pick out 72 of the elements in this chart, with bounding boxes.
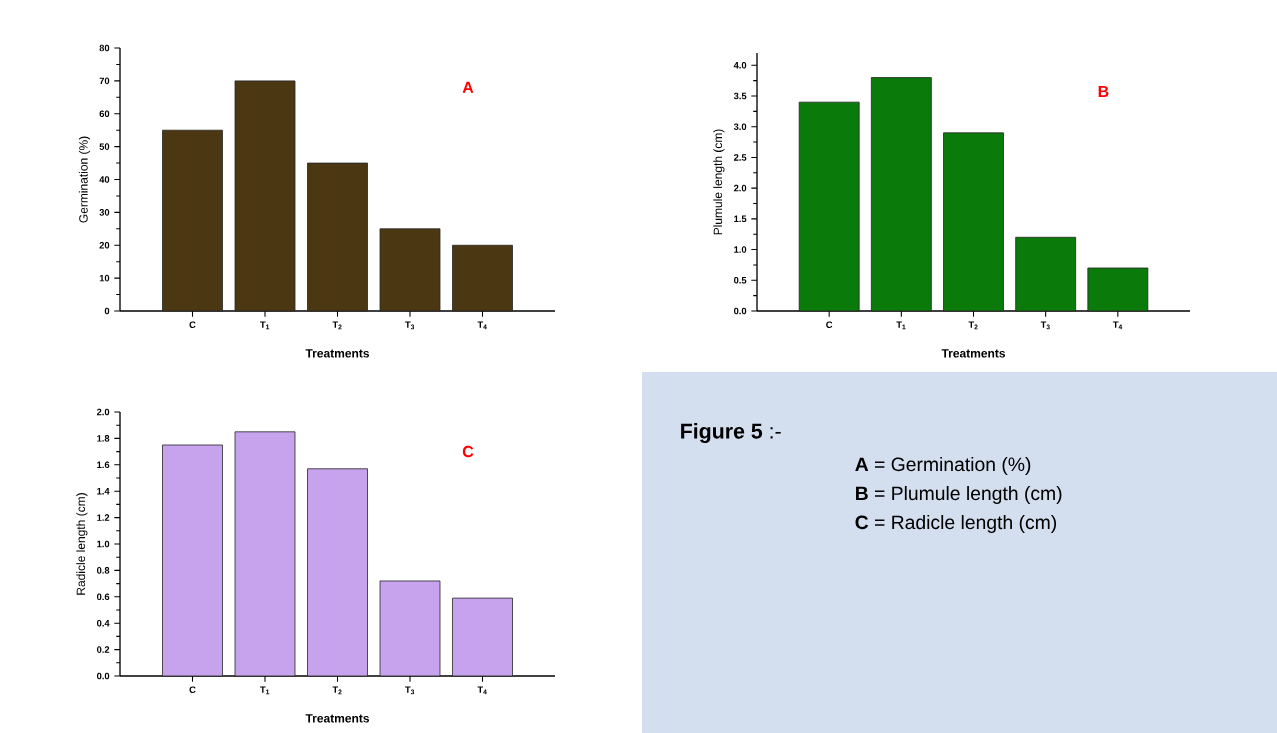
bar xyxy=(943,132,1004,312)
x-tick-label: T$_{1}$ xyxy=(260,686,270,695)
y-tick-label: 1.0 xyxy=(734,246,747,253)
y-tick-label: 4.0 xyxy=(733,61,747,69)
y-tick-label: 0.4 xyxy=(97,619,110,627)
x-tick-label: T$_{1}$ xyxy=(260,321,270,330)
y-tick-label: 0.5 xyxy=(734,276,747,284)
y-tick-label: 0 xyxy=(104,307,110,315)
bar xyxy=(798,101,860,312)
y-tick-label: 80 xyxy=(99,44,110,52)
x-tick-label: C xyxy=(189,321,196,328)
bar xyxy=(307,468,368,677)
y-tick-label: 20 xyxy=(99,241,110,249)
x-tick-label: T$_{2}$ xyxy=(968,321,978,330)
text: B = Plumule length (cm) xyxy=(856,485,1062,505)
x-tick-label: C xyxy=(826,321,833,328)
x-tick-label: T$_{1}$ xyxy=(896,321,906,330)
y-tick-label: 1.4 xyxy=(97,487,110,495)
text: C xyxy=(462,445,474,458)
bar xyxy=(1087,267,1149,312)
text: A = Germination (%) xyxy=(855,456,1031,476)
y-tick-label: 2.5 xyxy=(733,154,747,161)
y-tick-label: 1.0 xyxy=(97,540,110,548)
bar xyxy=(870,77,932,312)
text: B xyxy=(1098,85,1109,97)
y-tick-label: 3.5 xyxy=(733,92,747,100)
bar xyxy=(162,444,223,677)
bar xyxy=(234,80,296,312)
y-tick-label: 1.5 xyxy=(734,215,747,223)
y-tick-label: 0.0 xyxy=(734,307,747,315)
bar xyxy=(379,580,441,677)
y-tick-label: 40 xyxy=(99,176,110,183)
x-axis-title: Treatments xyxy=(305,714,370,723)
text: C = Radicle length (cm) xyxy=(855,514,1057,534)
y-tick-label: 0.6 xyxy=(97,593,110,601)
x-tick-label: T$_{4}$ xyxy=(1112,321,1123,330)
x-axis-title: Treatments xyxy=(305,349,370,358)
y-tick-label: 1.2 xyxy=(97,514,110,521)
x-tick-label: C xyxy=(189,686,196,693)
y-tick-label: 30 xyxy=(99,209,110,216)
bar xyxy=(1015,236,1077,312)
x-tick-label: T$_{2}$ xyxy=(332,321,342,330)
text: A xyxy=(462,81,474,93)
x-tick-label: T$_{3}$ xyxy=(405,686,415,695)
y-tick-label: 1.8 xyxy=(97,435,110,442)
y-tick-label: 10 xyxy=(99,274,110,282)
y-tick-label: 0.8 xyxy=(97,567,110,574)
y-tick-label: 0.0 xyxy=(97,672,110,680)
x-tick-label: T$_{4}$ xyxy=(477,321,487,330)
y-tick-label: 2.0 xyxy=(96,408,110,416)
y-axis-title: Germination (%) xyxy=(78,136,91,223)
y-axis-title: Radicle length (cm) xyxy=(76,493,88,595)
x-axis-title: Treatments xyxy=(941,349,1006,358)
y-tick-label: 50 xyxy=(99,143,110,150)
y-axis-title: Plumule length (cm) xyxy=(713,129,725,235)
x-tick-label: T$_{3}$ xyxy=(1040,321,1050,330)
text: Figure 5 :- xyxy=(681,423,781,443)
y-tick-label: 3.0 xyxy=(733,123,747,131)
bar xyxy=(452,597,513,677)
y-tick-label: 2.0 xyxy=(733,184,747,192)
bar xyxy=(379,228,441,312)
x-tick-label: T$_{4}$ xyxy=(477,686,487,695)
x-tick-label: T$_{3}$ xyxy=(405,321,415,330)
bar xyxy=(234,431,296,677)
bar xyxy=(162,129,223,312)
y-tick-label: 70 xyxy=(99,77,110,85)
bar xyxy=(452,244,513,312)
y-tick-label: 1.6 xyxy=(97,461,110,469)
x-tick-label: T$_{2}$ xyxy=(332,686,342,695)
y-tick-label: 0.2 xyxy=(97,646,110,653)
y-tick-label: 60 xyxy=(99,110,110,118)
bar xyxy=(307,162,368,312)
